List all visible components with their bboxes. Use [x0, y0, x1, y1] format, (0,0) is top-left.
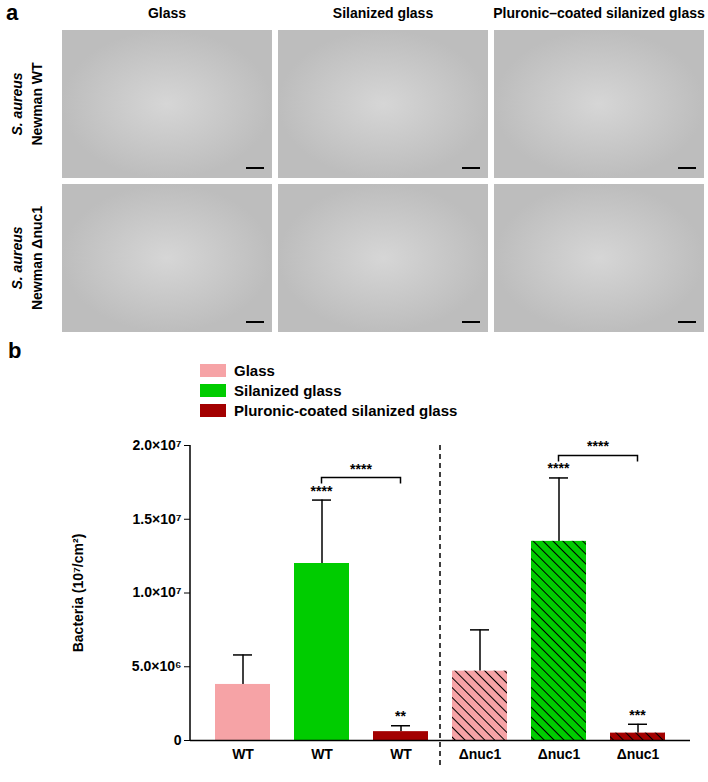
svg-text:Pluronic–coated silanized glas: Pluronic–coated silanized glass — [493, 5, 705, 21]
svg-text:2.0×10⁷: 2.0×10⁷ — [133, 437, 182, 453]
svg-text:Δnuc1: Δnuc1 — [459, 746, 502, 762]
svg-text:****: **** — [311, 483, 333, 499]
html-text:Glass: Glass — [234, 361, 275, 379]
svg-text:S. aureus: S. aureus — [9, 226, 25, 289]
svg-text:5.0×10⁶: 5.0×10⁶ — [132, 658, 182, 674]
svg-text:Δnuc1: Δnuc1 — [617, 746, 660, 762]
html-text:Pluronic-coated silanized glas: Pluronic-coated silanized glass — [234, 401, 458, 419]
svg-text:Bacteria (10⁷/cm²): Bacteria (10⁷/cm²) — [70, 534, 86, 653]
svg-text:WT: WT — [311, 746, 333, 762]
svg-text:S. aureus: S. aureus — [9, 72, 25, 135]
svg-text:**: ** — [395, 708, 406, 724]
svg-text:WT: WT — [232, 746, 254, 762]
svg-text:Silanized glass: Silanized glass — [333, 5, 434, 21]
html-text:b: b — [8, 338, 22, 363]
svg-text:****: **** — [587, 438, 609, 454]
svg-text:***: *** — [629, 707, 646, 723]
svg-text:WT: WT — [390, 746, 412, 762]
svg-text:0: 0 — [174, 732, 182, 748]
svg-text:a: a — [6, 0, 19, 25]
svg-text:Glass: Glass — [148, 5, 186, 21]
html-text:Silanized glass: Silanized glass — [234, 381, 342, 399]
svg-text:Δnuc1: Δnuc1 — [538, 746, 581, 762]
svg-text:****: **** — [548, 460, 570, 476]
svg-text:Newman WT: Newman WT — [29, 62, 45, 146]
svg-text:Newman Δnuc1: Newman Δnuc1 — [29, 206, 45, 310]
svg-text:1.5×10⁷: 1.5×10⁷ — [133, 511, 182, 527]
svg-text:****: **** — [350, 461, 372, 477]
svg-text:1.0×10⁷: 1.0×10⁷ — [133, 584, 182, 600]
